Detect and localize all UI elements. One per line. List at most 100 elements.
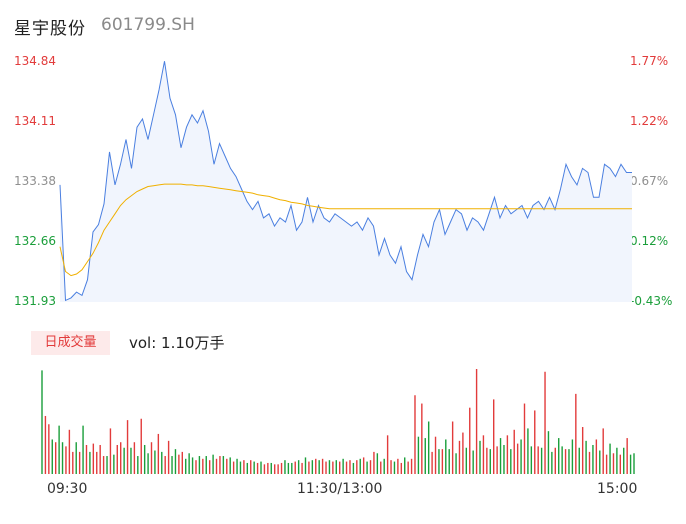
volume-bar [321,458,324,474]
volume-bar [588,451,591,474]
volume-bar [92,443,95,474]
volume-bar [410,458,413,474]
volume-bar [537,446,539,474]
volume-bar [280,462,283,474]
volume-bar [195,460,197,474]
volume-bar [551,451,553,474]
volume-bar [143,444,146,474]
volume-bar [150,442,153,474]
volume-bar [349,460,351,474]
volume-bar [373,451,375,474]
stock-code: 601799.SH [101,15,195,35]
volume-bar [246,462,249,474]
volume-bar [202,458,204,474]
volume-bar [489,449,491,474]
volume-bar [229,457,231,474]
volume-bar [427,421,430,474]
volume-bar [421,403,423,474]
volume-bar [147,453,149,474]
volume-bar [243,460,245,474]
volume-bar [441,449,444,474]
volume-bar [345,461,348,474]
volume-bar [208,460,211,474]
volume-bar [612,453,615,474]
volume-bar [479,440,481,474]
volume-bar [342,458,344,474]
volume-bar [561,446,563,474]
price-label-upper: 134.11 [14,114,56,128]
volume-bar [568,449,570,474]
volume-bar [219,456,221,474]
volume-bar [339,461,341,474]
volume-bar [633,453,635,474]
volume-bar [438,449,440,474]
volume-bar [256,462,259,474]
volume-bar [277,464,279,474]
volume-bar [335,460,337,474]
volume-bar [291,462,293,474]
volume-bar [472,450,474,474]
volume-bar [376,453,379,474]
volume-bar [544,371,546,474]
time-label-midday: 11:30/13:00 [297,481,383,497]
volume-bar [161,451,163,474]
price-line [59,61,632,302]
stock-name: 星宇股份 [14,19,86,39]
volume-bar [578,447,580,474]
volume-bar [96,451,98,474]
volume-bar [318,460,320,474]
volume-bar [140,418,142,474]
volume-bar [380,461,382,474]
volume-bar [301,462,303,474]
volume-bar [167,440,170,474]
volume-bar [417,436,420,474]
volume-bar [185,458,187,474]
volume-bar [369,460,372,474]
volume-bar [260,461,262,474]
volume-bar [362,457,365,474]
volume-bar [236,458,238,474]
price-area-fill [60,61,632,303]
volume-bar [164,456,166,474]
volume-bar [126,420,129,474]
volume-bar [133,442,136,474]
volume-bar [178,454,180,474]
volume-bar [513,429,515,474]
volume-bar [393,461,396,474]
volume-bar [250,460,252,474]
volume-bar [102,456,105,474]
volume-bar [619,454,622,474]
volume-bar [294,461,296,474]
volume-bar [106,456,108,474]
volume-bar [273,464,276,474]
volume-bar [451,421,454,474]
pct-label-upper: 1.22% [630,114,669,128]
volume-bar [629,454,632,474]
volume-bar [82,425,84,474]
volume-badge[interactable]: 日成交量 [31,331,110,355]
volume-bar [366,461,368,474]
volume-bar [534,410,536,474]
volume-bar [558,438,560,474]
volume-bar [465,447,468,474]
volume-bar [414,395,416,474]
volume-bar [325,461,327,474]
time-label-close: 15:00 [597,481,638,497]
volume-bar [116,444,118,474]
volume-bar [41,370,43,474]
volume-bar [527,428,529,474]
volume-bar [123,447,125,474]
volume-bar [623,447,625,474]
volume-bar [61,442,64,474]
volume-bar [462,432,464,474]
volume-bar [356,460,358,474]
volume-bar [174,449,177,474]
volume-bar [400,462,403,474]
volume-bar [65,446,67,474]
average-price-line [59,183,632,277]
volume-bar [51,439,53,474]
volume-bar [390,460,392,474]
volume-bar [120,442,122,474]
volume-bar [564,449,567,474]
volume-bar [311,460,314,474]
